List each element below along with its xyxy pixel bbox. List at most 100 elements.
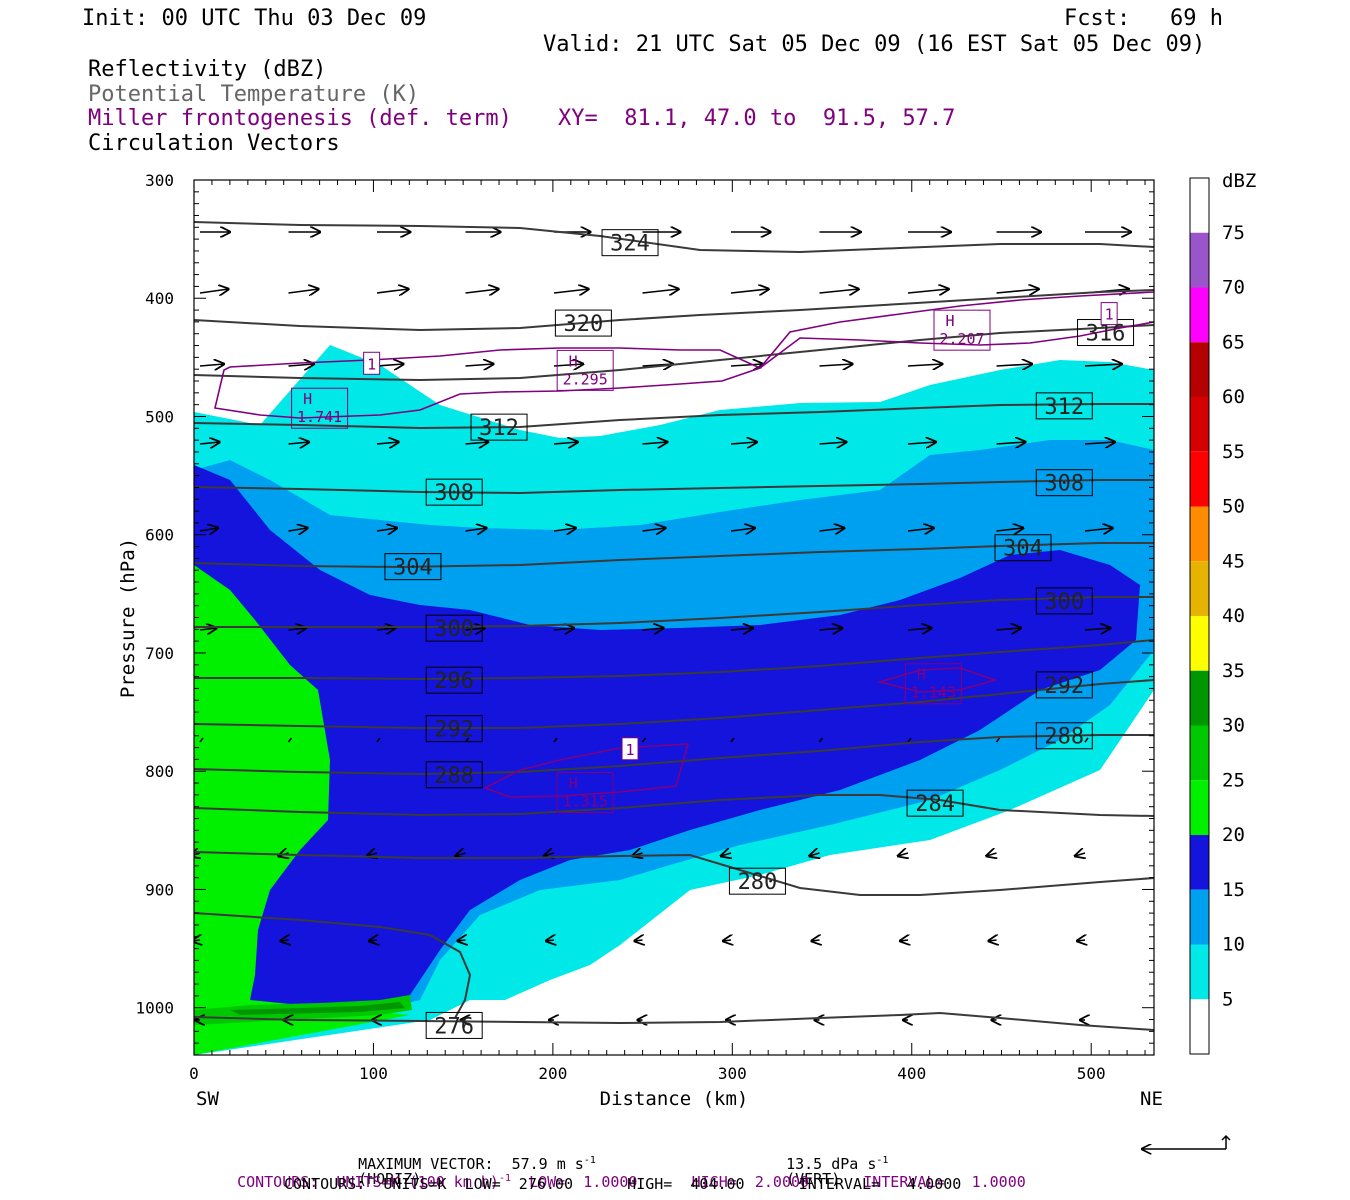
circulation-vector [1084, 442, 1115, 444]
colorbar-label: 70 [1222, 277, 1245, 299]
miller-max-value: 1.741 [297, 408, 342, 426]
valid-time: Valid: 21 UTC Sat 05 Dec 09 (16 EST Sat … [543, 32, 1206, 57]
miller-label-box [621, 737, 639, 761]
miller-frontogenesis-contours [214, 291, 1154, 798]
theta-label-box [425, 761, 483, 789]
miller-contour-label: 1 [1105, 306, 1114, 324]
circulation-vector [465, 289, 499, 293]
theta-contour-label: 324 [610, 232, 650, 257]
miller-max-letter: H [569, 775, 578, 793]
max-vector-horiz: (HORIZ) [358, 1170, 422, 1188]
colorbar-frame [1189, 177, 1210, 1055]
circulation-vector [907, 737, 912, 743]
circulation-vector [900, 940, 908, 941]
circulation-vector [1077, 940, 1085, 941]
circulation-vector [376, 364, 404, 366]
reflectivity-colorbar: 5 10 15 20 25 30 35 40 45 50 55 60 65 70 75 [1189, 177, 1245, 1055]
theta-contour [194, 679, 1154, 729]
miller-units-exponent: -1 [498, 1173, 512, 1184]
circulation-vector [996, 442, 1026, 444]
x-tick-label: 0 [189, 1064, 199, 1083]
miller-contour [214, 347, 763, 419]
circulation-vector [458, 940, 466, 941]
theta-contour-label: 308 [434, 481, 474, 506]
circulation-vector [819, 442, 847, 444]
miller-max-box [556, 772, 614, 813]
max-vector-label: MAXIMUM VECTOR: 57.9 m s [358, 1155, 584, 1173]
colorbar-label: 65 [1222, 331, 1245, 353]
x-axis-label: Distance (km) [600, 1088, 749, 1110]
colorbar-label: 5 [1222, 988, 1233, 1010]
refl-15-region [194, 465, 1140, 1055]
colorbar-label: 75 [1222, 222, 1245, 244]
circulation-vectors [194, 232, 1131, 1020]
circulation-vector [465, 442, 489, 444]
circulation-vector [465, 628, 485, 630]
circulation-vector [642, 528, 666, 531]
theta-contour [194, 596, 1154, 628]
circulation-vector [199, 289, 229, 293]
circulation-vector [730, 528, 755, 531]
circulation-vector [996, 364, 1033, 366]
colorbar-label: 30 [1222, 715, 1245, 737]
theta-contour-label: 296 [434, 669, 474, 694]
theta-contour-label: 308 [1044, 472, 1084, 497]
y-tick-label: 900 [145, 880, 174, 899]
circulation-vector [907, 364, 942, 366]
x-tick-label: 100 [359, 1064, 388, 1083]
circulation-vector [553, 364, 583, 366]
theta-label-box [425, 614, 483, 642]
circulation-vector [288, 528, 308, 531]
circulation-vector [730, 364, 763, 366]
circulation-vector [1084, 528, 1113, 531]
colorbar-label: 20 [1222, 824, 1245, 846]
circulation-vector [996, 528, 1024, 531]
x-end-right-label: NE [1140, 1088, 1163, 1110]
x-tick-label: 500 [1077, 1064, 1106, 1083]
circulation-vector [812, 940, 820, 941]
theta-contour-label: 288 [434, 764, 474, 789]
max-vector-vert: 13.5 dPa s [786, 1155, 877, 1173]
field-reflectivity: Reflectivity (dBZ) [88, 57, 327, 82]
theta-contour-label: 300 [434, 617, 474, 642]
theta-contour-label: 312 [1044, 395, 1084, 420]
miller-max-letter: H [303, 390, 312, 408]
forecast-hour: Fcst: 69 h [1064, 6, 1223, 31]
y-tick-label: 1000 [135, 999, 174, 1018]
theta-contour [194, 794, 1154, 817]
colorbar-swatch [1190, 397, 1209, 452]
circulation-vector [465, 364, 494, 366]
theta-label-box [425, 715, 483, 743]
circulation-vector [989, 940, 997, 941]
miller-max-value: 2.207 [939, 330, 984, 348]
theta-label-box [384, 553, 442, 581]
miller-contours-range: LOW= 1.0000 HIGH= 2.0000 INTERVAL= 1.000… [511, 1173, 1026, 1191]
circulation-vector [199, 528, 218, 531]
theta-contour [194, 542, 1154, 569]
circulation-vector [194, 940, 200, 941]
theta-contour [194, 289, 1154, 332]
miller-contour-label: 1 [626, 741, 635, 759]
colorbar-swatch [1190, 616, 1209, 671]
colorbar-swatch [1190, 287, 1209, 343]
circulation-vector [996, 628, 1021, 630]
miller-max-box [904, 663, 962, 705]
circulation-vector [1075, 853, 1085, 856]
colorbar-unit: dBZ [1222, 170, 1256, 192]
miller-max-letter: H [569, 352, 578, 370]
theta-label-box [728, 867, 786, 895]
circulation-vector [546, 940, 554, 941]
circulation-vector [642, 442, 668, 444]
colorbar-label: 60 [1222, 386, 1245, 408]
theta-contour-label: 280 [738, 870, 778, 895]
colorbar-label: 55 [1222, 441, 1245, 463]
miller-max-letter: H [917, 666, 926, 684]
circulation-vector [1084, 628, 1110, 630]
circulation-vector [287, 737, 293, 743]
circulation-vector [376, 528, 397, 531]
theta-contour-label: 284 [915, 792, 955, 817]
colorbar-swatch [1190, 451, 1209, 507]
circulation-vector [465, 528, 487, 531]
circulation-vector [642, 628, 664, 630]
